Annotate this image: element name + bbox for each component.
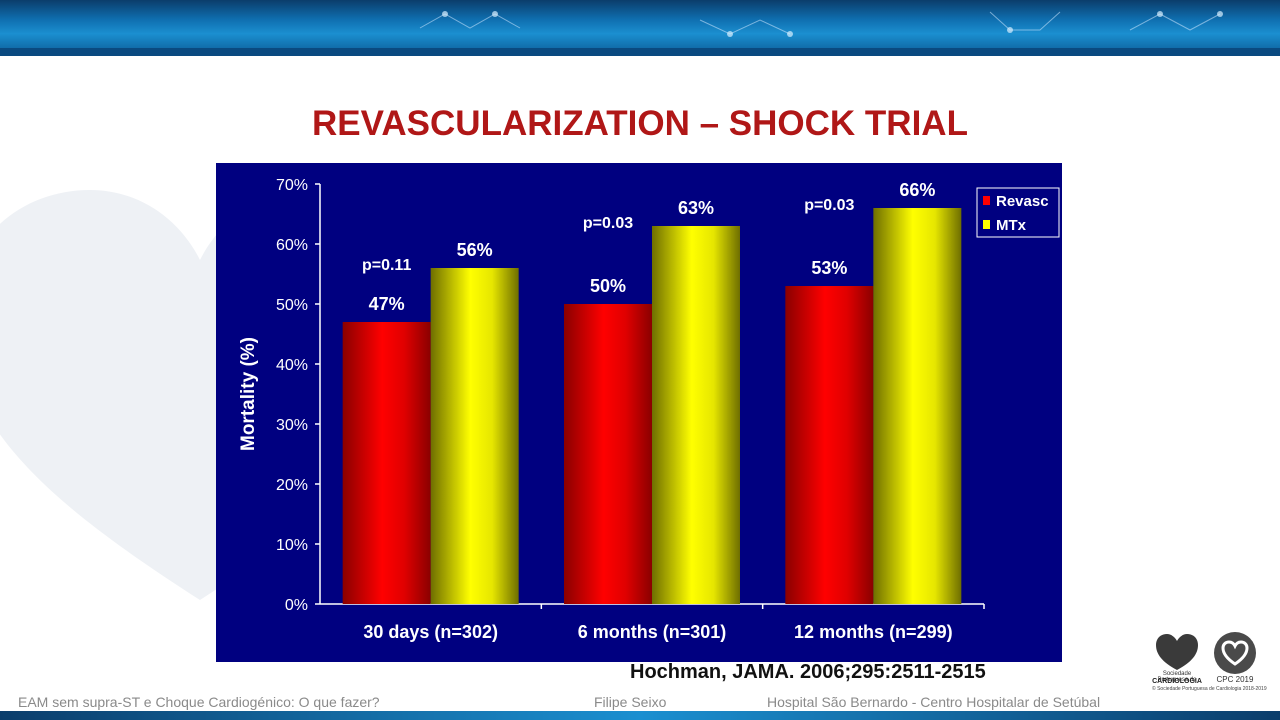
cpc-logo-label: CPC 2019 <box>1216 675 1254 684</box>
molecule-decoration <box>419 11 1223 37</box>
y-tick-label: 40% <box>276 357 308 374</box>
spc-heart-icon <box>1156 634 1198 670</box>
y-tick-label: 50% <box>276 297 308 314</box>
banner-strip <box>0 48 1280 56</box>
bar-revasc <box>342 322 431 604</box>
y-axis-label: Mortality (%) <box>238 337 259 451</box>
bottom-bar <box>0 711 1280 720</box>
citation: Hochman, JAMA. 2006;295:2511-2515 <box>630 661 986 683</box>
x-tick-label: 6 months (n=301) <box>578 622 727 642</box>
bar-mtx <box>652 226 740 604</box>
data-label-revasc: 47% <box>369 294 405 314</box>
y-tick-label: 60% <box>276 237 308 254</box>
y-tick-label: 30% <box>276 417 308 434</box>
slide-title: REVASCULARIZATION – SHOCK TRIAL <box>312 104 968 143</box>
spc-logo-line1: Sociedade Portuguesa de <box>1157 671 1197 683</box>
header-banner <box>0 0 1280 56</box>
bar-revasc <box>564 304 652 604</box>
cpc-logo <box>1214 632 1256 674</box>
p-value-annotation: p=0.03 <box>804 197 854 214</box>
y-tick-label: 0% <box>285 597 308 614</box>
data-label-mtx: 56% <box>457 240 493 260</box>
y-tick-label: 20% <box>276 477 308 494</box>
data-label-mtx: 66% <box>899 180 935 200</box>
chart: 0% 10% 20% 30% 40% 50% 60% 70% Mortality (%) 30 d… <box>216 163 1062 662</box>
legend-box <box>976 187 1060 238</box>
y-tick-label: 70% <box>276 177 308 194</box>
spc-logo-line3: © Sociedade Portuguesa de Cardiologia 20… <box>1152 686 1267 692</box>
legend-swatch-revasc <box>983 196 990 205</box>
y-tick-label: 10% <box>276 537 308 554</box>
data-label-mtx: 63% <box>678 198 714 218</box>
data-label-revasc: 53% <box>811 258 847 278</box>
footer-institution: Hospital São Bernardo - Centro Hospitala… <box>767 694 1101 710</box>
p-value-annotation: p=0.03 <box>583 215 633 232</box>
legend-label-revasc: Revasc <box>996 193 1049 210</box>
p-value-annotation: p=0.11 <box>362 257 411 274</box>
data-label-revasc: 50% <box>590 276 626 296</box>
x-tick-label: 12 months (n=299) <box>794 622 953 642</box>
footer-author: Filipe Seixo <box>594 694 667 710</box>
spc-logo-line2: CARDIOLOGIA <box>1152 678 1202 685</box>
footer-talk-title: EAM sem supra-ST e Choque Cardiogénico: … <box>18 694 380 710</box>
spc-logo <box>1152 632 1210 692</box>
legend-swatch-mtx <box>983 220 990 229</box>
bar-revasc <box>785 286 874 604</box>
cpc-heart-icon <box>1221 640 1249 666</box>
bar-mtx <box>430 268 519 604</box>
bar-chart: 0% 10% 20% 30% 40% 50% 60% 70% Mortality (%) 30 d… <box>216 163 1062 662</box>
x-tick-label: 30 days (n=302) <box>363 622 498 642</box>
bar-mtx <box>873 208 962 604</box>
legend-label-mtx: MTx <box>996 217 1027 234</box>
